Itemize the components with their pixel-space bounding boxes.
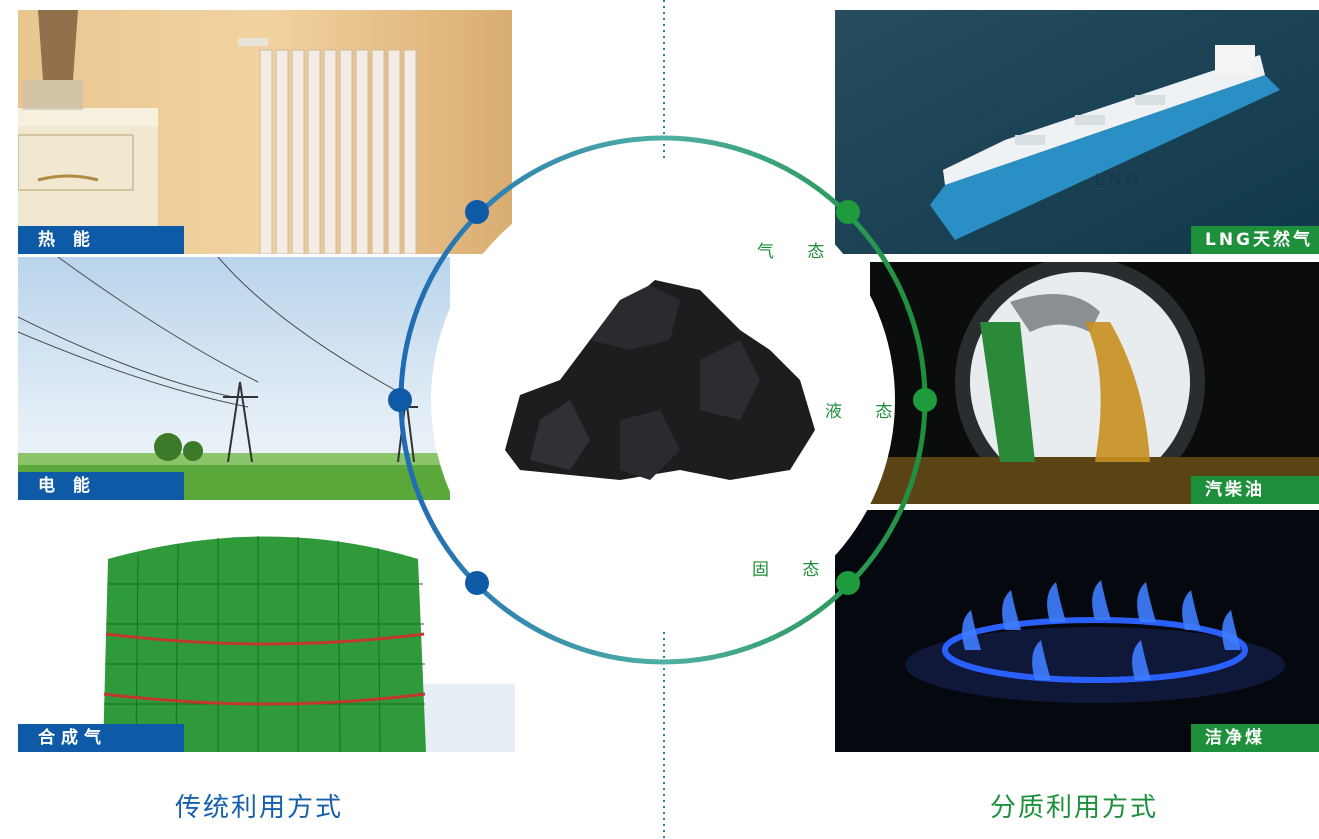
node-solid	[836, 571, 860, 595]
gas-tank-image	[18, 504, 515, 752]
graded-usage-caption: 分质利用方式	[990, 793, 1159, 823]
fuel-label: 汽柴油	[1191, 476, 1319, 504]
power-label: 电 能	[18, 472, 184, 500]
node-syngas	[465, 571, 489, 595]
syngas-label: 合成气	[18, 724, 184, 752]
lng-label: LNG天然气	[1191, 226, 1319, 254]
node-liquid	[913, 388, 937, 412]
clean-coal-panel: 洁净煤	[835, 510, 1319, 752]
coal-pile	[505, 280, 815, 480]
heat-panel: 热 能	[18, 10, 512, 254]
state-solid-label: 固 态	[752, 560, 834, 580]
svg-text:L N G: L N G	[1095, 170, 1138, 189]
node-heat	[465, 200, 489, 224]
radiator-image	[18, 10, 512, 254]
node-power	[388, 388, 412, 412]
heat-label: 热 能	[18, 226, 184, 254]
traditional-usage-caption: 传统利用方式	[175, 793, 344, 823]
state-gas-label: 气 态	[757, 242, 839, 262]
lng-ship-image: L N G	[835, 10, 1319, 254]
fuel-nozzle-image	[870, 262, 1319, 504]
state-liquid-label: 液 态	[825, 402, 907, 422]
clean-coal-label: 洁净煤	[1191, 724, 1319, 752]
gas-flame-image	[835, 510, 1319, 752]
syngas-panel: 合成气	[18, 504, 515, 752]
lng-panel: L N G LNG天然气	[835, 10, 1319, 254]
power-panel: 电 能	[18, 257, 450, 500]
fuel-panel: 汽柴油	[870, 262, 1319, 504]
node-gas	[836, 200, 860, 224]
